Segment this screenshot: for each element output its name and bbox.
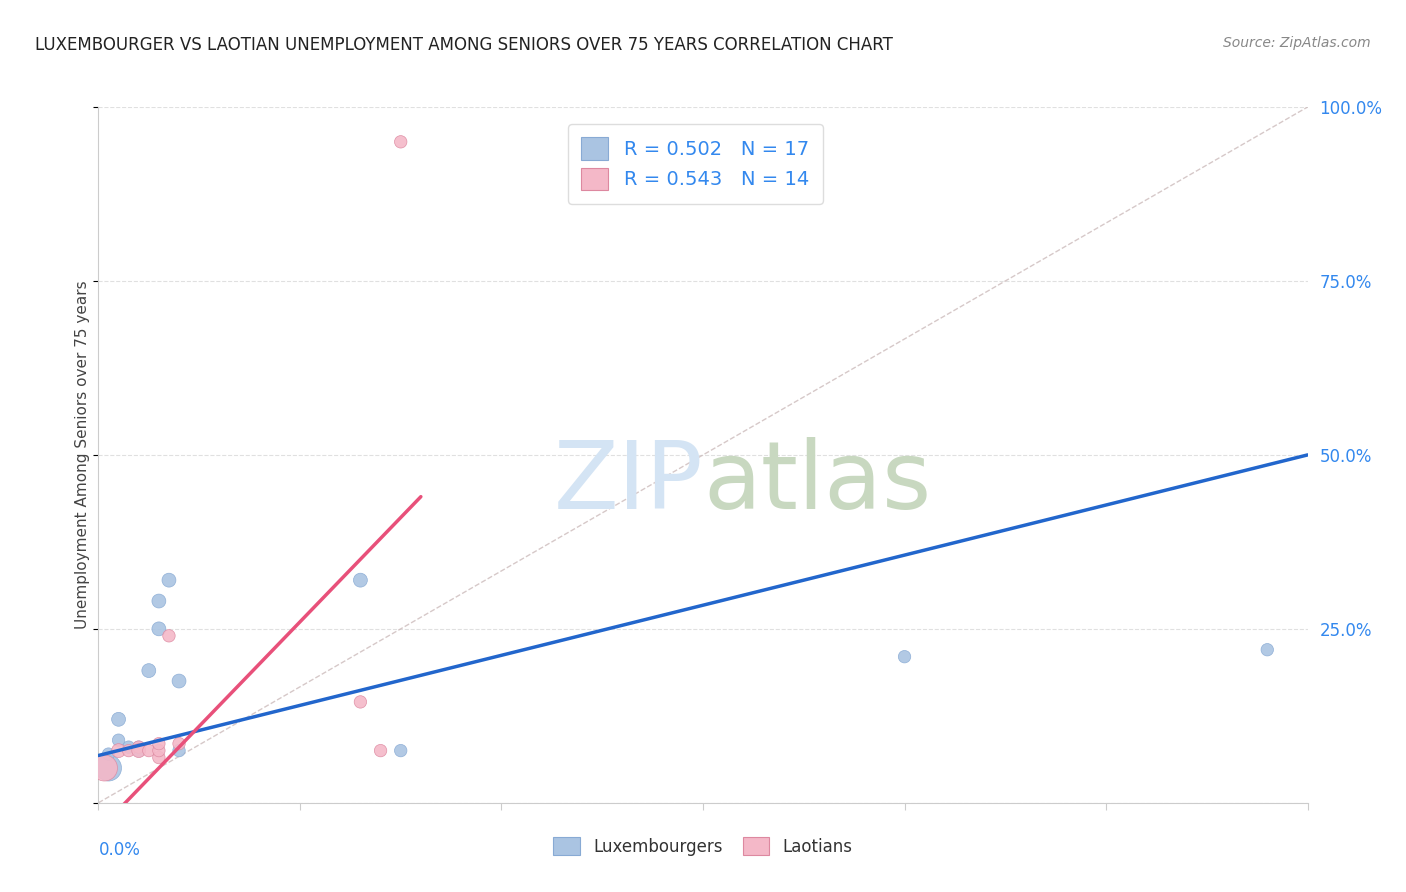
Text: Source: ZipAtlas.com: Source: ZipAtlas.com	[1223, 36, 1371, 50]
Text: ZIP: ZIP	[554, 437, 703, 529]
Point	[138, 664, 160, 678]
Point	[1256, 642, 1278, 657]
Y-axis label: Unemployment Among Seniors over 75 years: Unemployment Among Seniors over 75 years	[75, 281, 90, 629]
Point	[370, 744, 392, 758]
Point	[138, 744, 160, 758]
Point	[349, 573, 371, 587]
Point	[118, 740, 141, 755]
Point	[167, 674, 190, 689]
Legend: Luxembourgers, Laotians: Luxembourgers, Laotians	[546, 829, 860, 864]
Point	[148, 744, 170, 758]
Text: LUXEMBOURGER VS LAOTIAN UNEMPLOYMENT AMONG SENIORS OVER 75 YEARS CORRELATION CHA: LUXEMBOURGER VS LAOTIAN UNEMPLOYMENT AMO…	[35, 36, 893, 54]
Text: atlas: atlas	[703, 437, 931, 529]
Point	[97, 761, 120, 775]
Point	[893, 649, 915, 664]
Point	[349, 695, 371, 709]
Point	[148, 737, 170, 751]
Text: 0.0%: 0.0%	[98, 841, 141, 859]
Point	[128, 744, 150, 758]
Point	[128, 744, 150, 758]
Point	[107, 733, 129, 747]
Point	[148, 622, 170, 636]
Point	[157, 629, 180, 643]
Point	[157, 573, 180, 587]
Point	[107, 712, 129, 726]
Point	[148, 594, 170, 608]
Point	[128, 740, 150, 755]
Point	[389, 135, 412, 149]
Point	[389, 744, 412, 758]
Point	[148, 750, 170, 764]
Point	[128, 740, 150, 755]
Point	[118, 744, 141, 758]
Point	[167, 737, 190, 751]
Point	[107, 744, 129, 758]
Point	[97, 747, 120, 761]
Point	[167, 744, 190, 758]
Point	[93, 761, 115, 775]
